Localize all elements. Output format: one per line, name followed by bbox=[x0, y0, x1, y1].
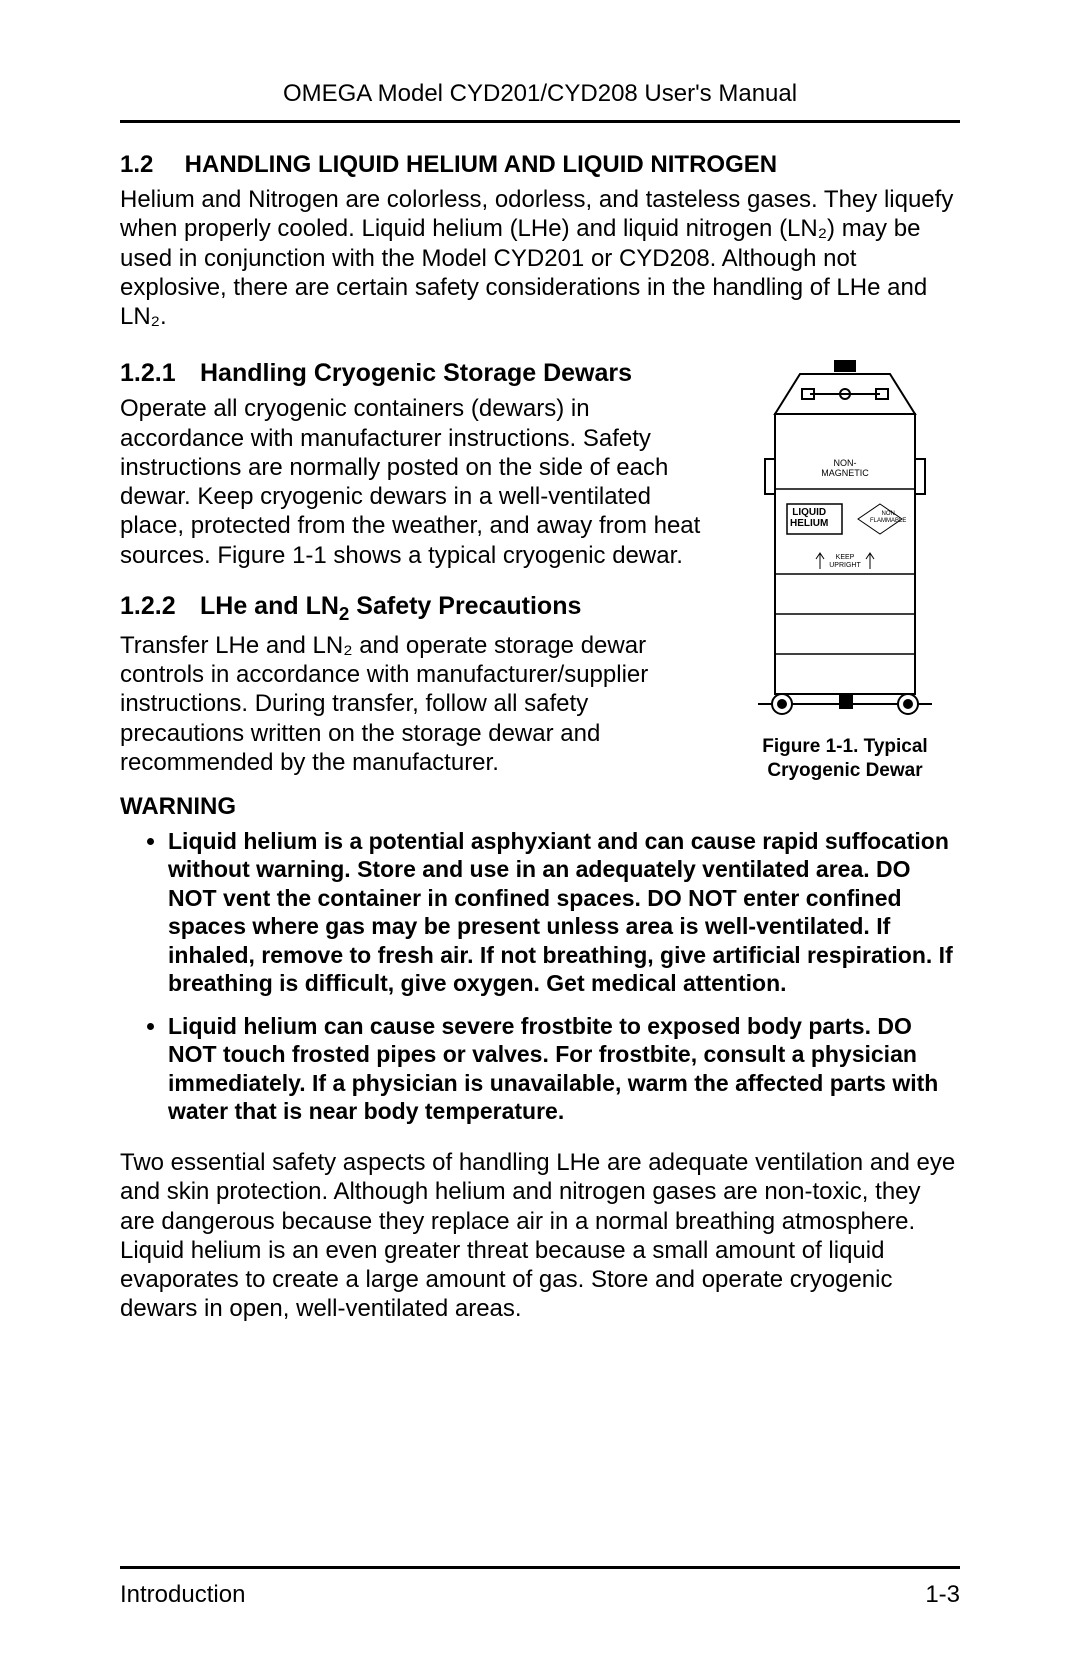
subsection-title: Handling Cryogenic Storage Dewars bbox=[200, 359, 632, 387]
section-number: 1.2 bbox=[120, 151, 178, 179]
section-1-2-heading: 1.2 HANDLING LIQUID HELIUM AND LIQUID NI… bbox=[120, 151, 960, 179]
subsection-title-post: Safety Precautions bbox=[349, 592, 581, 620]
subsection-number: 1.2.2 bbox=[120, 592, 200, 621]
two-column-region: 1.2.1Handling Cryogenic Storage Dewars O… bbox=[120, 359, 960, 783]
header-rule bbox=[120, 120, 960, 123]
subsection-title-pre: LHe and LN bbox=[200, 592, 339, 620]
footer-rule bbox=[120, 1566, 960, 1569]
footer-right: 1-3 bbox=[925, 1581, 960, 1609]
label-keep-upright: KEEP UPRIGHT bbox=[829, 554, 861, 569]
warning-list: Liquid helium is a potential asphyxiant … bbox=[120, 827, 960, 1126]
section-1-2-body: Helium and Nitrogen are colorless, odorl… bbox=[120, 185, 960, 331]
warning-item: Liquid helium is a potential asphyxiant … bbox=[168, 827, 960, 998]
label-non-flammable: NON FLAMMABLE bbox=[870, 511, 906, 524]
section-1-2-2-body: Transfer LHe and LN₂ and operate storage… bbox=[120, 631, 712, 777]
dewar-diagram: NON- MAGNETIC LIQUID HELIUM NON FLAMMABL… bbox=[740, 359, 950, 729]
footer-left: Introduction bbox=[120, 1581, 245, 1609]
figure-caption: Figure 1-1. Typical Cryogenic Dewar bbox=[730, 735, 960, 783]
page-footer: Introduction 1-3 bbox=[120, 1581, 960, 1609]
closing-paragraph: Two essential safety aspects of handling… bbox=[120, 1148, 960, 1324]
section-1-2-2-heading: 1.2.2LHe and LN2 Safety Precautions bbox=[120, 592, 712, 625]
warning-item: Liquid helium can cause severe frostbite… bbox=[168, 1012, 960, 1126]
page-header: OMEGA Model CYD201/CYD208 User's Manual bbox=[120, 80, 960, 120]
section-title: HANDLING LIQUID HELIUM AND LIQUID NITROG… bbox=[185, 151, 777, 178]
text-column: 1.2.1Handling Cryogenic Storage Dewars O… bbox=[120, 359, 712, 781]
page: OMEGA Model CYD201/CYD208 User's Manual … bbox=[0, 0, 1080, 1669]
label-liquid-helium: LIQUID HELIUM bbox=[790, 508, 828, 529]
dewar-svg bbox=[740, 359, 950, 729]
section-1-2-1-body: Operate all cryogenic containers (dewars… bbox=[120, 394, 712, 570]
section-1-2-1-heading: 1.2.1Handling Cryogenic Storage Dewars bbox=[120, 359, 712, 388]
subsection-title-sub: 2 bbox=[339, 603, 349, 624]
label-non-magnetic: NON- MAGNETIC bbox=[821, 459, 869, 478]
figure-column: NON- MAGNETIC LIQUID HELIUM NON FLAMMABL… bbox=[730, 359, 960, 783]
warning-heading: WARNING bbox=[120, 793, 960, 821]
subsection-number: 1.2.1 bbox=[120, 359, 200, 388]
